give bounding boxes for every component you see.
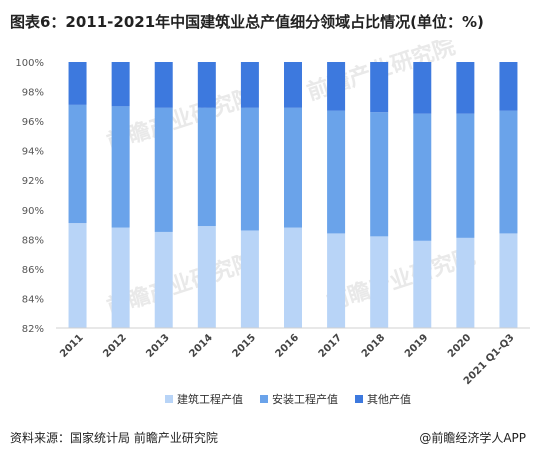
footer: 资料来源：国家统计局 前瞻产业研究院 @前瞻经济学人APP — [10, 425, 526, 451]
x-tick-label: 2016 — [274, 332, 301, 359]
bar-segment-1 — [327, 233, 346, 328]
y-tick-label: 96% — [22, 117, 44, 128]
chart-title: 图表6：2011-2021年中国建筑业总产值细分领域占比情况(单位：%) — [10, 13, 484, 31]
x-tick-label: 2011 — [58, 332, 85, 359]
legend-label: 安装工程产值 — [272, 392, 338, 406]
legend-swatch — [165, 395, 173, 403]
x-tick-label: 2020 — [446, 332, 473, 359]
bar-segment-1 — [284, 227, 302, 328]
bar-segment-2 — [154, 107, 173, 232]
bar-segment-3 — [413, 62, 432, 114]
y-tick-label: 92% — [22, 176, 44, 187]
bar-segment-3 — [111, 62, 130, 107]
bar-segment-2 — [499, 110, 518, 234]
bar-segment-3 — [240, 62, 259, 108]
x-tick-label: 2018 — [360, 332, 387, 359]
stacked-bar-chart: 前瞻产业研究院前瞻产业研究院前瞻产业研究院前瞻产业研究院 82%84%86%88… — [15, 40, 530, 406]
bar-segment-2 — [68, 104, 87, 224]
bar-segment-3 — [154, 62, 173, 108]
bar-segment-1 — [240, 230, 259, 328]
bar-segment-3 — [284, 62, 302, 108]
legend: 建筑工程产值 安装工程产值 其他产值 — [165, 392, 411, 406]
bar-segment-1 — [68, 223, 87, 328]
y-tick-label: 82% — [22, 324, 44, 335]
bar-segment-1 — [197, 226, 216, 328]
bar-segment-1 — [499, 233, 518, 328]
bar-segment-3 — [68, 62, 87, 105]
bar-segment-2 — [370, 112, 389, 237]
bar-segment-2 — [327, 110, 346, 234]
x-axis: 2011 2012 2013 2014 2015 2016 2017 2018 2019 2020… — [58, 332, 516, 387]
bar-segment-3 — [370, 62, 389, 113]
x-tick-label: 2014 — [187, 332, 214, 359]
bar-segment-2 — [240, 107, 259, 231]
legend-swatch — [355, 395, 363, 403]
bar-segment-3 — [456, 62, 475, 114]
legend-swatch — [260, 395, 268, 403]
x-tick-label: 2017 — [317, 332, 344, 359]
x-tick-label: 2019 — [403, 332, 430, 359]
bar-segment-1 — [456, 237, 475, 328]
legend-label: 建筑工程产值 — [177, 392, 243, 406]
y-tick-label: 86% — [22, 265, 44, 276]
bar-segment-3 — [499, 62, 518, 111]
watermark-text: 前瞻产业研究院 — [324, 243, 479, 315]
x-tick-label: 2012 — [101, 332, 128, 359]
y-tick-label: 98% — [22, 88, 44, 99]
bars — [68, 62, 518, 328]
bar-segment-2 — [284, 107, 302, 228]
y-tick-label: 88% — [22, 235, 44, 246]
bar-segment-3 — [327, 62, 346, 111]
x-tick-label: 2015 — [231, 332, 258, 359]
bar-segment-3 — [197, 62, 216, 108]
legend-label: 其他产值 — [367, 392, 411, 406]
bar-segment-2 — [111, 106, 130, 228]
y-tick-label: 100% — [15, 58, 44, 69]
y-tick-label: 84% — [22, 294, 44, 305]
bar-segment-2 — [456, 113, 475, 238]
source-text: 资料来源：国家统计局 前瞻产业研究院 — [10, 431, 218, 445]
bar-segment-2 — [413, 113, 432, 241]
bar-segment-1 — [154, 231, 173, 328]
y-tick-label: 94% — [22, 147, 44, 158]
x-tick-label: 2013 — [144, 332, 171, 359]
brand-text: @前瞻经济学人APP — [419, 431, 526, 445]
bar-segment-1 — [413, 240, 432, 328]
bar-segment-2 — [197, 107, 216, 227]
y-axis: 82% 84% 86% 88% 90% 92% 94% 96% 98% 100% — [15, 58, 44, 335]
bar-segment-1 — [370, 236, 389, 328]
y-tick-label: 90% — [22, 206, 44, 217]
bar-segment-1 — [111, 227, 130, 328]
